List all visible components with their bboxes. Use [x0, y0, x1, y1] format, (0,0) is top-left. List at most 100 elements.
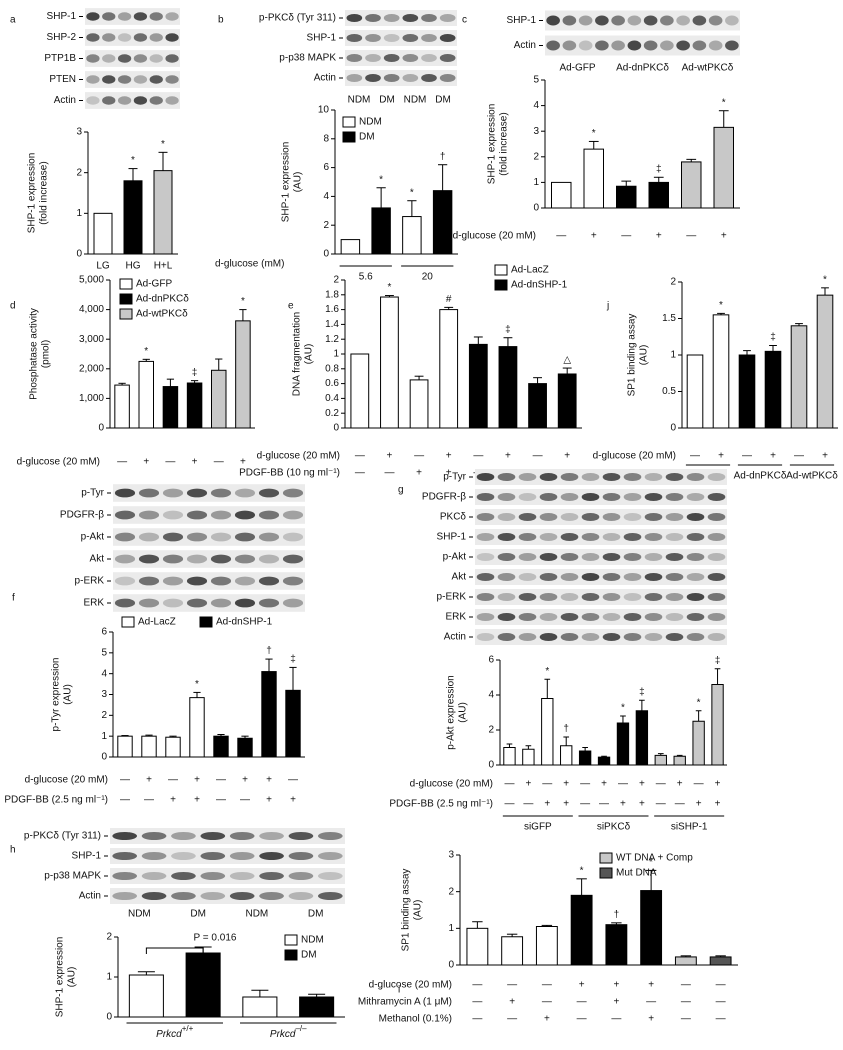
blot-band: [602, 613, 621, 621]
blot-lane-label: DM: [190, 909, 206, 920]
y-tick-label: 1.4: [325, 319, 339, 330]
condition-sign: —: [507, 1014, 517, 1025]
condition-sign: —: [694, 779, 704, 790]
blot-band: [186, 488, 208, 498]
blot-strip: [475, 609, 727, 625]
x-tick-label: LG: [96, 261, 110, 272]
condition-sign: —: [523, 799, 533, 810]
error-bar: [611, 922, 622, 925]
significance-marker: *: [195, 679, 199, 690]
y-tick-label: 2: [488, 725, 494, 736]
error-bar: [503, 337, 513, 347]
panel-label: b: [218, 15, 224, 26]
blot-band: [210, 576, 232, 586]
blot-band: [560, 533, 579, 541]
bar: [764, 350, 782, 429]
blot-band: [686, 553, 705, 561]
blot-band: [86, 54, 100, 63]
blot-band: [497, 493, 516, 501]
condition-sign: —: [716, 980, 726, 991]
bar: [153, 170, 173, 255]
condition-sign: —: [580, 799, 590, 810]
blot-band: [162, 598, 184, 608]
blot-band: [346, 14, 363, 22]
error-bar: [582, 747, 588, 751]
blot-band: [581, 573, 600, 581]
blot-band: [644, 493, 663, 501]
blot-band: [660, 15, 674, 26]
blot-band: [539, 633, 558, 641]
legend-swatch: [284, 934, 298, 946]
error-bar: [795, 323, 803, 326]
blot-band: [497, 613, 516, 621]
y-tick-label: 4,000: [79, 304, 104, 315]
error-bar: [137, 971, 155, 975]
condition-sign: —: [686, 231, 696, 242]
blot-band: [210, 532, 232, 542]
legend-swatch: [121, 616, 135, 628]
blot-row-label: p-Akt: [81, 532, 105, 543]
blot-band: [200, 832, 226, 840]
blot-band: [665, 513, 684, 521]
blot-row-label: SHP-1: [507, 15, 537, 26]
blot-band: [686, 573, 705, 581]
blot-band: [141, 832, 167, 840]
y-tick-label: 1.5: [662, 313, 676, 324]
blot-band: [259, 872, 284, 880]
y-axis-label: (AU): [458, 702, 469, 723]
blot-band: [259, 852, 284, 860]
condition-sign: +: [446, 451, 452, 462]
bar: [501, 936, 524, 966]
blot-band: [707, 533, 726, 541]
significance-marker: *: [410, 187, 414, 198]
condition-sign: +: [505, 451, 511, 462]
significance-marker: *: [722, 97, 726, 108]
error-bar: [769, 345, 777, 352]
blot-band: [229, 872, 255, 880]
error-bar: [251, 989, 269, 997]
y-tick-label: 5: [533, 75, 539, 86]
blot-band: [383, 74, 400, 82]
bar: [635, 710, 649, 766]
blot-band: [686, 493, 705, 501]
blot-strip: [475, 469, 727, 485]
significance-marker: *: [621, 703, 625, 714]
blot-band: [560, 473, 579, 481]
blot-row-label: Akt: [90, 554, 105, 565]
blot-band: [611, 15, 625, 26]
blot-row-label: p-PKCδ (Tyr 311): [24, 831, 101, 842]
condition-sign: +: [822, 451, 828, 462]
blot-band: [581, 593, 600, 601]
significance-marker: *: [161, 139, 165, 150]
x-tick-label: HG: [126, 261, 141, 272]
condition-label: d-glucose (20 mM): [593, 451, 676, 462]
blot-band: [623, 573, 642, 581]
blot-band: [581, 513, 600, 521]
bar: [528, 383, 547, 429]
blot-band: [581, 553, 600, 561]
legend-label: Ad-LacZ: [511, 265, 549, 276]
blot-band: [346, 34, 363, 42]
bar: [432, 190, 453, 255]
bar: [583, 148, 604, 209]
blot-band: [86, 12, 100, 21]
significance-marker: ‡: [656, 164, 662, 175]
bar: [138, 360, 154, 429]
blot-band: [165, 75, 179, 84]
blot-band: [560, 513, 579, 521]
blot-lane-label: NDM: [245, 909, 268, 920]
bar: [162, 386, 179, 429]
condition-sign: —: [542, 997, 552, 1008]
blot-band: [518, 593, 537, 601]
blot-band: [707, 493, 726, 501]
blot-band: [676, 15, 690, 26]
blot-band: [602, 493, 621, 501]
panel-label: g: [398, 485, 404, 496]
bar: [541, 698, 554, 766]
blot-band: [686, 593, 705, 601]
y-tick-label: 0: [323, 249, 329, 260]
x-tick-label: H+L: [154, 261, 173, 272]
condition-sign: +: [656, 231, 662, 242]
blot-lane-label: DM: [379, 95, 395, 106]
condition-sign: —: [742, 451, 752, 462]
